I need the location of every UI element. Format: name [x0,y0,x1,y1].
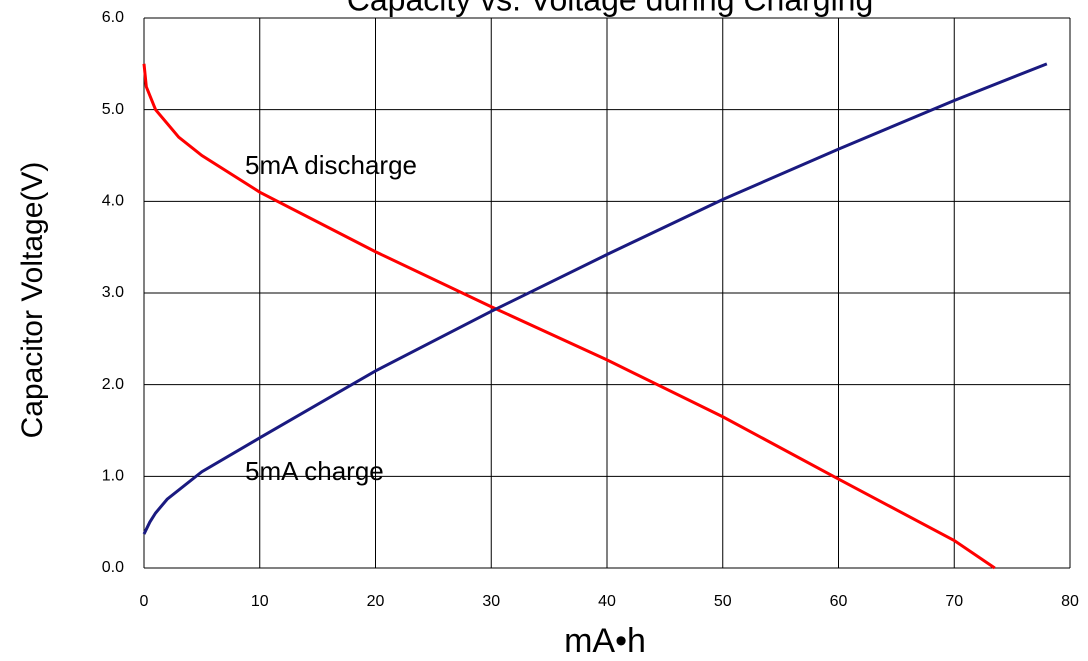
series-line [142,62,1048,535]
series-annotation: 5mA discharge [245,150,417,180]
y-tick-label: 1.0 [102,468,124,485]
y-tick-label: 2.0 [102,376,124,393]
y-tick-label: 3.0 [102,284,124,301]
x-tick-label: 60 [830,593,848,610]
x-tick-label: 80 [1061,593,1079,610]
y-tick-label: 4.0 [102,193,124,210]
x-tick-label: 20 [367,593,385,610]
y-tick-label: 6.0 [102,9,124,26]
x-tick-label: 40 [598,593,616,610]
x-tick-label: 0 [140,593,149,610]
x-axis-label: mA•h [564,622,646,660]
x-tick-label: 50 [714,593,732,610]
y-axis-label: Capacitor Voltage(V) [16,162,49,439]
x-tick-label: 30 [482,593,500,610]
series-line [142,63,996,570]
chart-title: Capacity vs. Voltage during Charging [347,0,874,17]
x-tick-label: 70 [945,593,963,610]
series-annotation: 5mA charge [245,456,384,486]
y-tick-label: 5.0 [102,101,124,118]
x-tick-label: 10 [251,593,269,610]
y-tick-label: 0.0 [102,559,124,576]
